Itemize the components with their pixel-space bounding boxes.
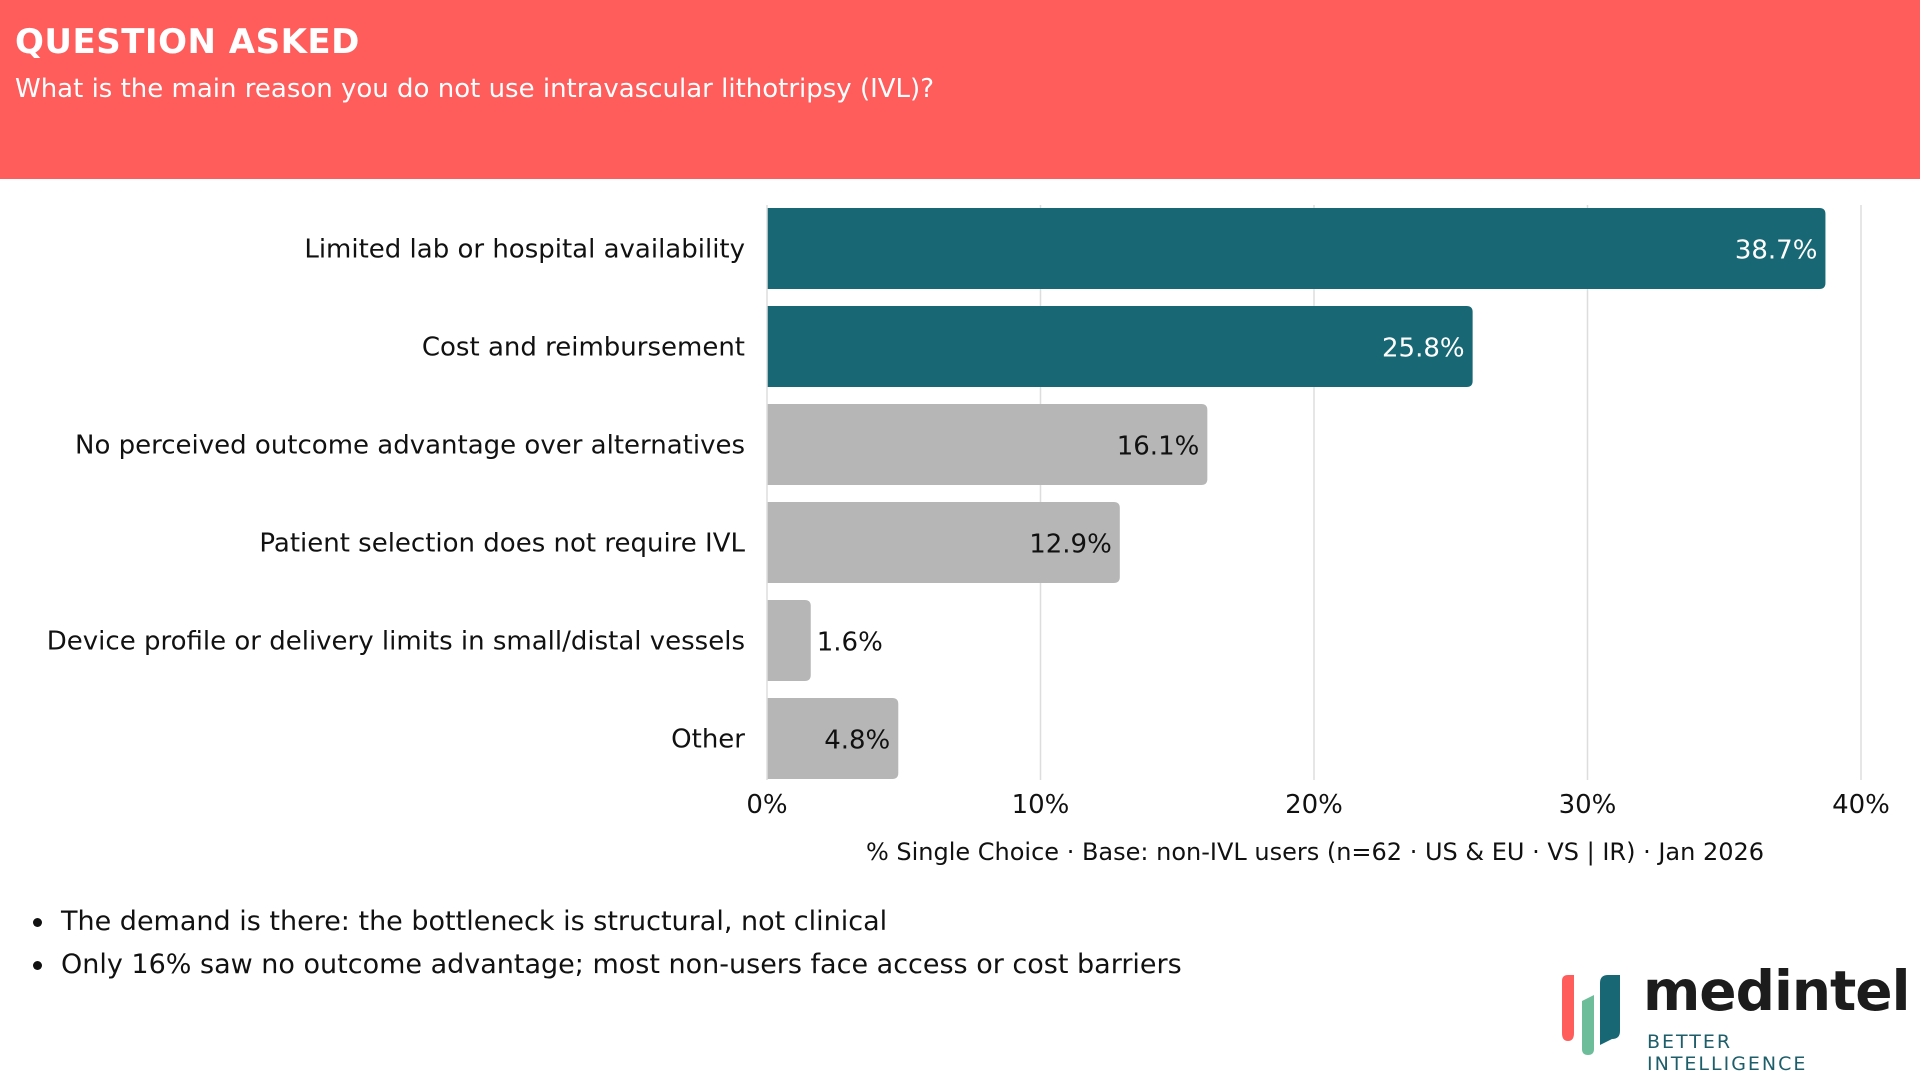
category-label: No perceived outcome advantage over alte… <box>75 431 745 461</box>
insight-bullets: The demand is there: the bottleneck is s… <box>30 900 1182 986</box>
x-tick-label: 0% <box>746 790 787 820</box>
x-tick-label: 10% <box>1012 790 1070 820</box>
category-label: Limited lab or hospital availability <box>304 235 745 265</box>
bullet-dot <box>33 918 42 927</box>
bullet-dot <box>33 961 42 970</box>
logo-wordmark: medintel <box>1643 959 1910 1023</box>
value-label: 25.8% <box>1382 334 1465 364</box>
value-label: 38.7% <box>1735 236 1818 266</box>
bar-chart: 0% 10% 20% 30% 40% Limited lab or hospital av… <box>47 205 1890 820</box>
medintel-logo: medintel BETTER INTELLIGENCE <box>1560 959 1910 1075</box>
value-label: 1.6% <box>817 628 883 658</box>
x-tick-label: 20% <box>1285 790 1343 820</box>
logo-tagline: BETTER INTELLIGENCE <box>1647 1031 1808 1075</box>
insight-text: Only 16% saw no outcome advantage; most … <box>61 949 1182 980</box>
question-text: What is the main reason you do not use i… <box>15 74 934 104</box>
logo-mark-icon <box>1562 975 1620 1055</box>
bar <box>767 698 899 779</box>
value-label: 4.8% <box>824 726 890 756</box>
chart-footnote: % Single Choice · Base: non-IVL users (n… <box>865 838 1765 866</box>
category-label: Patient selection does not require IVL <box>259 529 745 559</box>
insight-bullet: The demand is there: the bottleneck is s… <box>30 900 1182 943</box>
bar <box>767 208 1826 289</box>
bar <box>767 404 1208 485</box>
insight-bullet: Only 16% saw no outcome advantage; most … <box>30 943 1182 986</box>
x-tick-label: 30% <box>1559 790 1617 820</box>
bar <box>767 306 1473 387</box>
x-tick-label: 40% <box>1832 790 1890 820</box>
header-title: QUESTION ASKED <box>15 22 360 62</box>
value-label: 16.1% <box>1117 432 1200 462</box>
category-label: Cost and reimbursement <box>422 333 745 363</box>
insight-text: The demand is there: the bottleneck is s… <box>61 906 888 937</box>
bar <box>767 502 1120 583</box>
category-label: Other <box>671 725 745 755</box>
question-header: QUESTION ASKED What is the main reason y… <box>0 0 1920 179</box>
value-label: 12.9% <box>1029 530 1112 560</box>
bar <box>767 600 811 681</box>
category-label: Device profile or delivery limits in sma… <box>47 627 745 657</box>
